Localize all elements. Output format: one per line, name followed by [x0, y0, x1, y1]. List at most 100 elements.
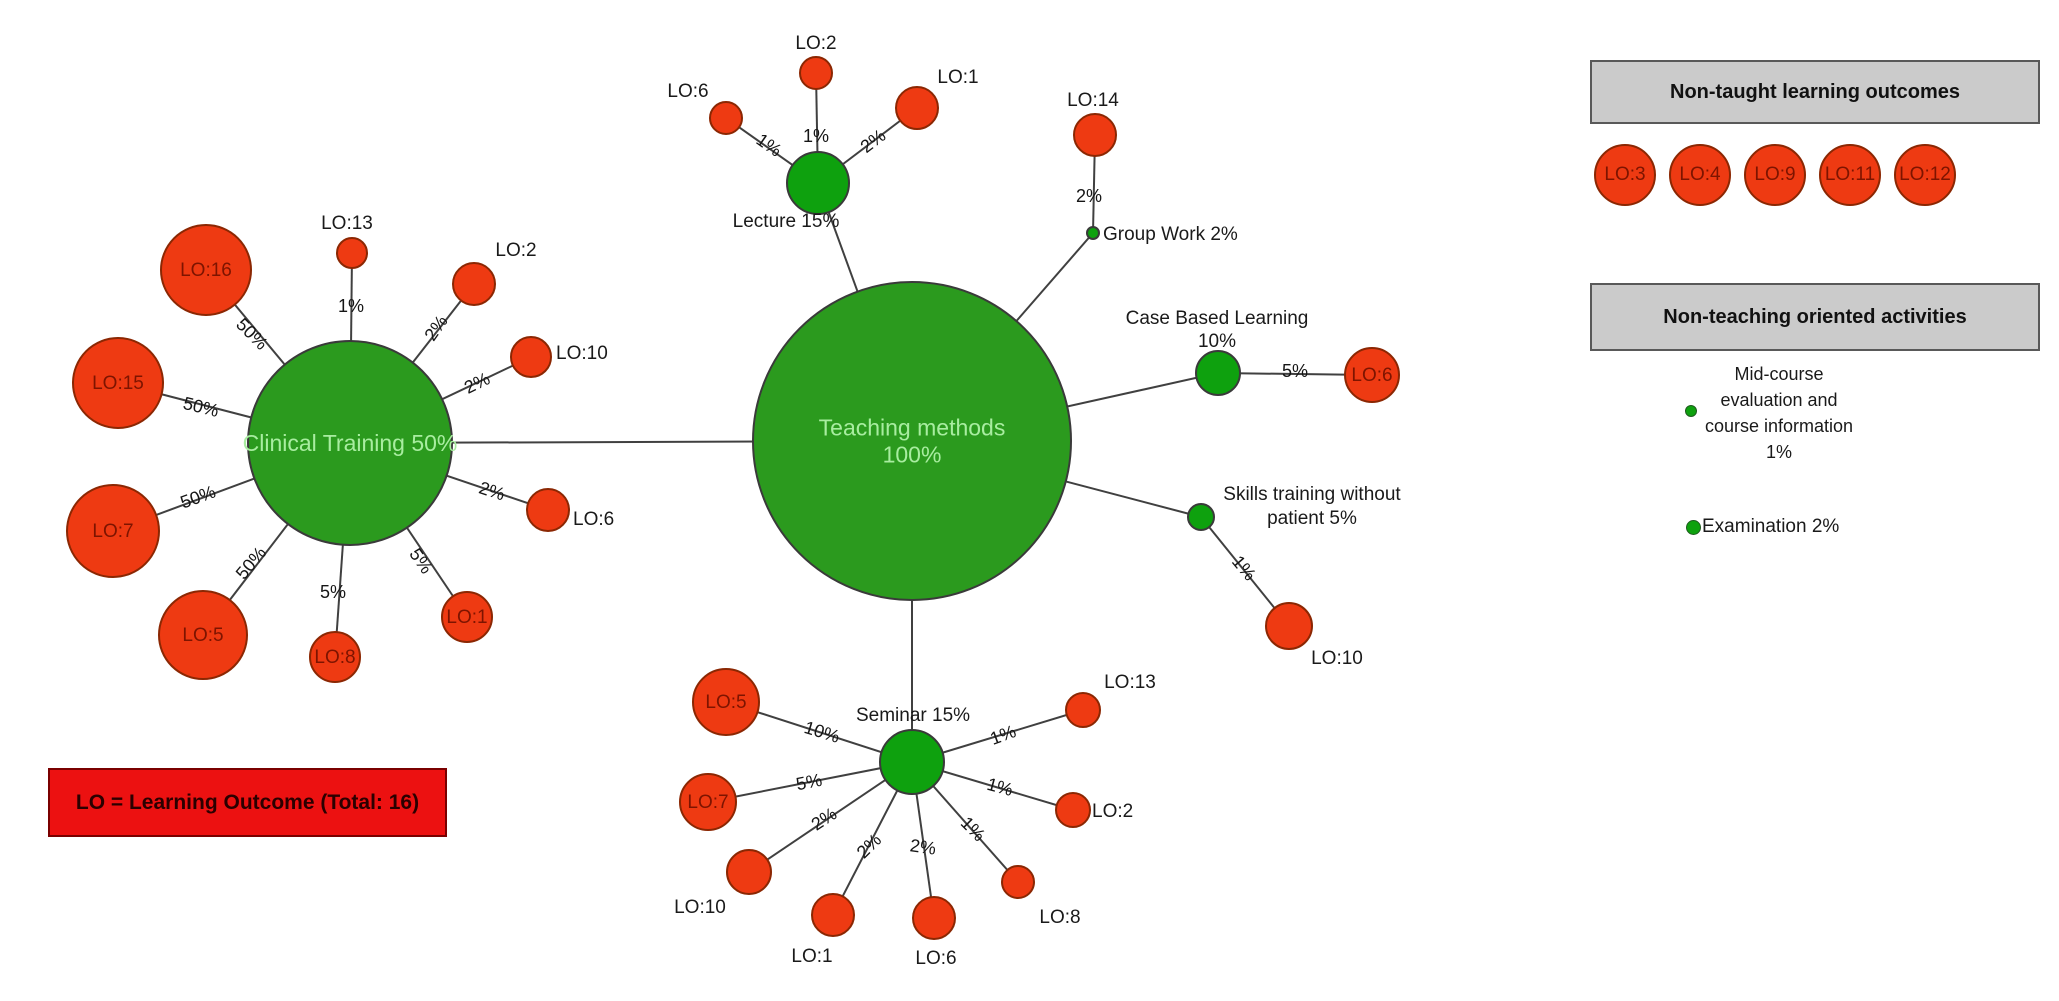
edge-label-lecture-l2: 1%	[803, 126, 829, 146]
node-out-label-se6: LO:6	[915, 948, 956, 969]
node-out-label-se2: LO:2	[1092, 801, 1133, 822]
node-se10	[726, 849, 772, 895]
midcourse-node-dot	[1685, 405, 1697, 417]
edge-label-clinical-c5: 50%	[232, 543, 270, 583]
node-s10	[1265, 602, 1313, 650]
node-se6	[912, 896, 956, 940]
node-se1	[811, 893, 855, 937]
node-case	[1195, 350, 1241, 396]
node-c16	[160, 224, 252, 316]
node-out-label-lecture: Lecture 15%	[733, 211, 840, 232]
non-taught-outcomes-row: LO:3 LO:4 LO:9 LO:11 LO:12	[1594, 144, 1956, 206]
non-taught-circle-lo-9: LO:9	[1744, 144, 1806, 206]
edge-label-seminar-se1: 2%	[853, 830, 886, 863]
node-clinical	[247, 340, 453, 546]
edge-label-clinical-c15: 50%	[181, 393, 221, 421]
edge-label-clinical-c7: 50%	[178, 481, 219, 512]
edge-label-clinical-c2: 2%	[420, 312, 451, 345]
node-c5	[158, 590, 248, 680]
node-out-label-groupwork: Group Work 2%	[1103, 224, 1238, 245]
node-c6	[526, 488, 570, 532]
node-out-label-skills: Skills training without patient 5%	[1223, 484, 1401, 529]
node-out-label-s10: LO:10	[1311, 648, 1363, 669]
midcourse-line-4: 1%	[1765, 442, 1792, 462]
edge-label-clinical-c10: 2%	[461, 368, 493, 397]
node-c15	[72, 337, 164, 429]
node-c1	[441, 591, 493, 643]
node-out-label-l6: LO:6	[667, 81, 708, 102]
node-label-teaching: Teaching methods 100%	[819, 415, 1006, 468]
node-skills	[1187, 503, 1215, 531]
node-label-c1: LO:1	[446, 607, 487, 628]
lo-legend-text: LO = Learning Outcome (Total: 16)	[75, 790, 420, 814]
node-c13	[336, 237, 368, 269]
node-out-label-seminar: Seminar 15%	[856, 705, 970, 726]
midcourse-line-3: course information	[1704, 416, 1854, 436]
non-taught-outcomes-title: Non-taught learning outcomes	[1670, 80, 1960, 103]
node-teaching	[752, 281, 1072, 601]
node-label-c7: LO:7	[92, 521, 133, 542]
node-out-label-l2: LO:2	[795, 33, 836, 54]
node-out-label-c13: LO:13	[321, 213, 373, 234]
node-groupwork	[1086, 226, 1100, 240]
node-label-c8: LO:8	[314, 647, 355, 668]
non-taught-circle-lo-3: LO:3	[1594, 144, 1656, 206]
edge-label-clinical-c8: 5%	[320, 582, 346, 602]
node-l1	[895, 86, 939, 130]
edge-label-groupwork-g14: 2%	[1076, 186, 1102, 206]
node-c2	[452, 262, 496, 306]
examination-label: Examination 2%	[1702, 516, 1840, 537]
node-label-c15: LO:15	[92, 373, 144, 394]
node-out-label-c6: LO:6	[573, 509, 614, 530]
edge-label-lecture-l1: 2%	[857, 125, 890, 157]
non-taught-circle-lo-4: LO:4	[1669, 144, 1731, 206]
node-seminar	[879, 729, 945, 795]
edge-label-seminar-se6: 2%	[909, 835, 938, 858]
node-label-ca6: LO:6	[1351, 365, 1392, 386]
node-out-label-g14: LO:14	[1067, 90, 1119, 111]
edge-label-seminar-se7: 5%	[794, 770, 823, 795]
node-label-c5: LO:5	[182, 625, 223, 646]
node-label-se5: LO:5	[705, 692, 746, 713]
node-l6	[709, 101, 743, 135]
edge-label-case-ca6: 5%	[1282, 361, 1308, 381]
midcourse-label: Mid-course evaluation and course informa…	[1669, 361, 1889, 465]
non-teaching-activities-header: Non-teaching oriented activities	[1590, 283, 2040, 351]
node-se7	[679, 773, 737, 831]
midcourse-line-1: Mid-course	[1734, 364, 1824, 384]
edge-label-seminar-se13: 1%	[987, 721, 1018, 749]
node-out-label-se10: LO:10	[674, 897, 726, 918]
node-out-label-c2: LO:2	[495, 240, 536, 261]
node-label-c16: LO:16	[180, 260, 232, 281]
node-se13	[1065, 692, 1101, 728]
edge-label-seminar-se5: 10%	[802, 717, 842, 747]
midcourse-line-2: evaluation and	[1720, 390, 1838, 410]
node-label-clinical: Clinical Training 50%	[243, 430, 458, 456]
node-se5	[692, 668, 760, 736]
node-c10	[510, 336, 552, 378]
edge-label-seminar-se2: 1%	[985, 774, 1015, 800]
edge-label-clinical-c16: 50%	[232, 314, 272, 354]
node-l2	[799, 56, 833, 90]
node-label-se7: LO:7	[687, 792, 728, 813]
node-out-label-c10: LO:10	[556, 343, 608, 364]
non-taught-circle-lo-12: LO:12	[1894, 144, 1956, 206]
edge-label-clinical-c6: 2%	[477, 477, 508, 504]
edge-label-clinical-c13: 1%	[338, 296, 364, 316]
non-taught-outcomes-header: Non-taught learning outcomes	[1590, 60, 2040, 124]
node-out-label-l1: LO:1	[937, 67, 978, 88]
examination-node-dot	[1686, 519, 1701, 535]
node-out-label-se8: LO:8	[1039, 907, 1080, 928]
non-teaching-activities-title: Non-teaching oriented activities	[1663, 305, 1967, 328]
node-c7	[66, 484, 160, 578]
node-g14	[1073, 113, 1117, 157]
node-se8	[1001, 865, 1035, 899]
examination-item: Examination 2%	[1686, 516, 1839, 538]
node-out-label-se1: LO:1	[791, 946, 832, 967]
node-lecture	[786, 151, 850, 215]
node-ca6	[1344, 347, 1400, 403]
edge-label-clinical-c1: 5%	[405, 545, 436, 578]
node-c8	[309, 631, 361, 683]
node-out-label-se13: LO:13	[1104, 672, 1156, 693]
